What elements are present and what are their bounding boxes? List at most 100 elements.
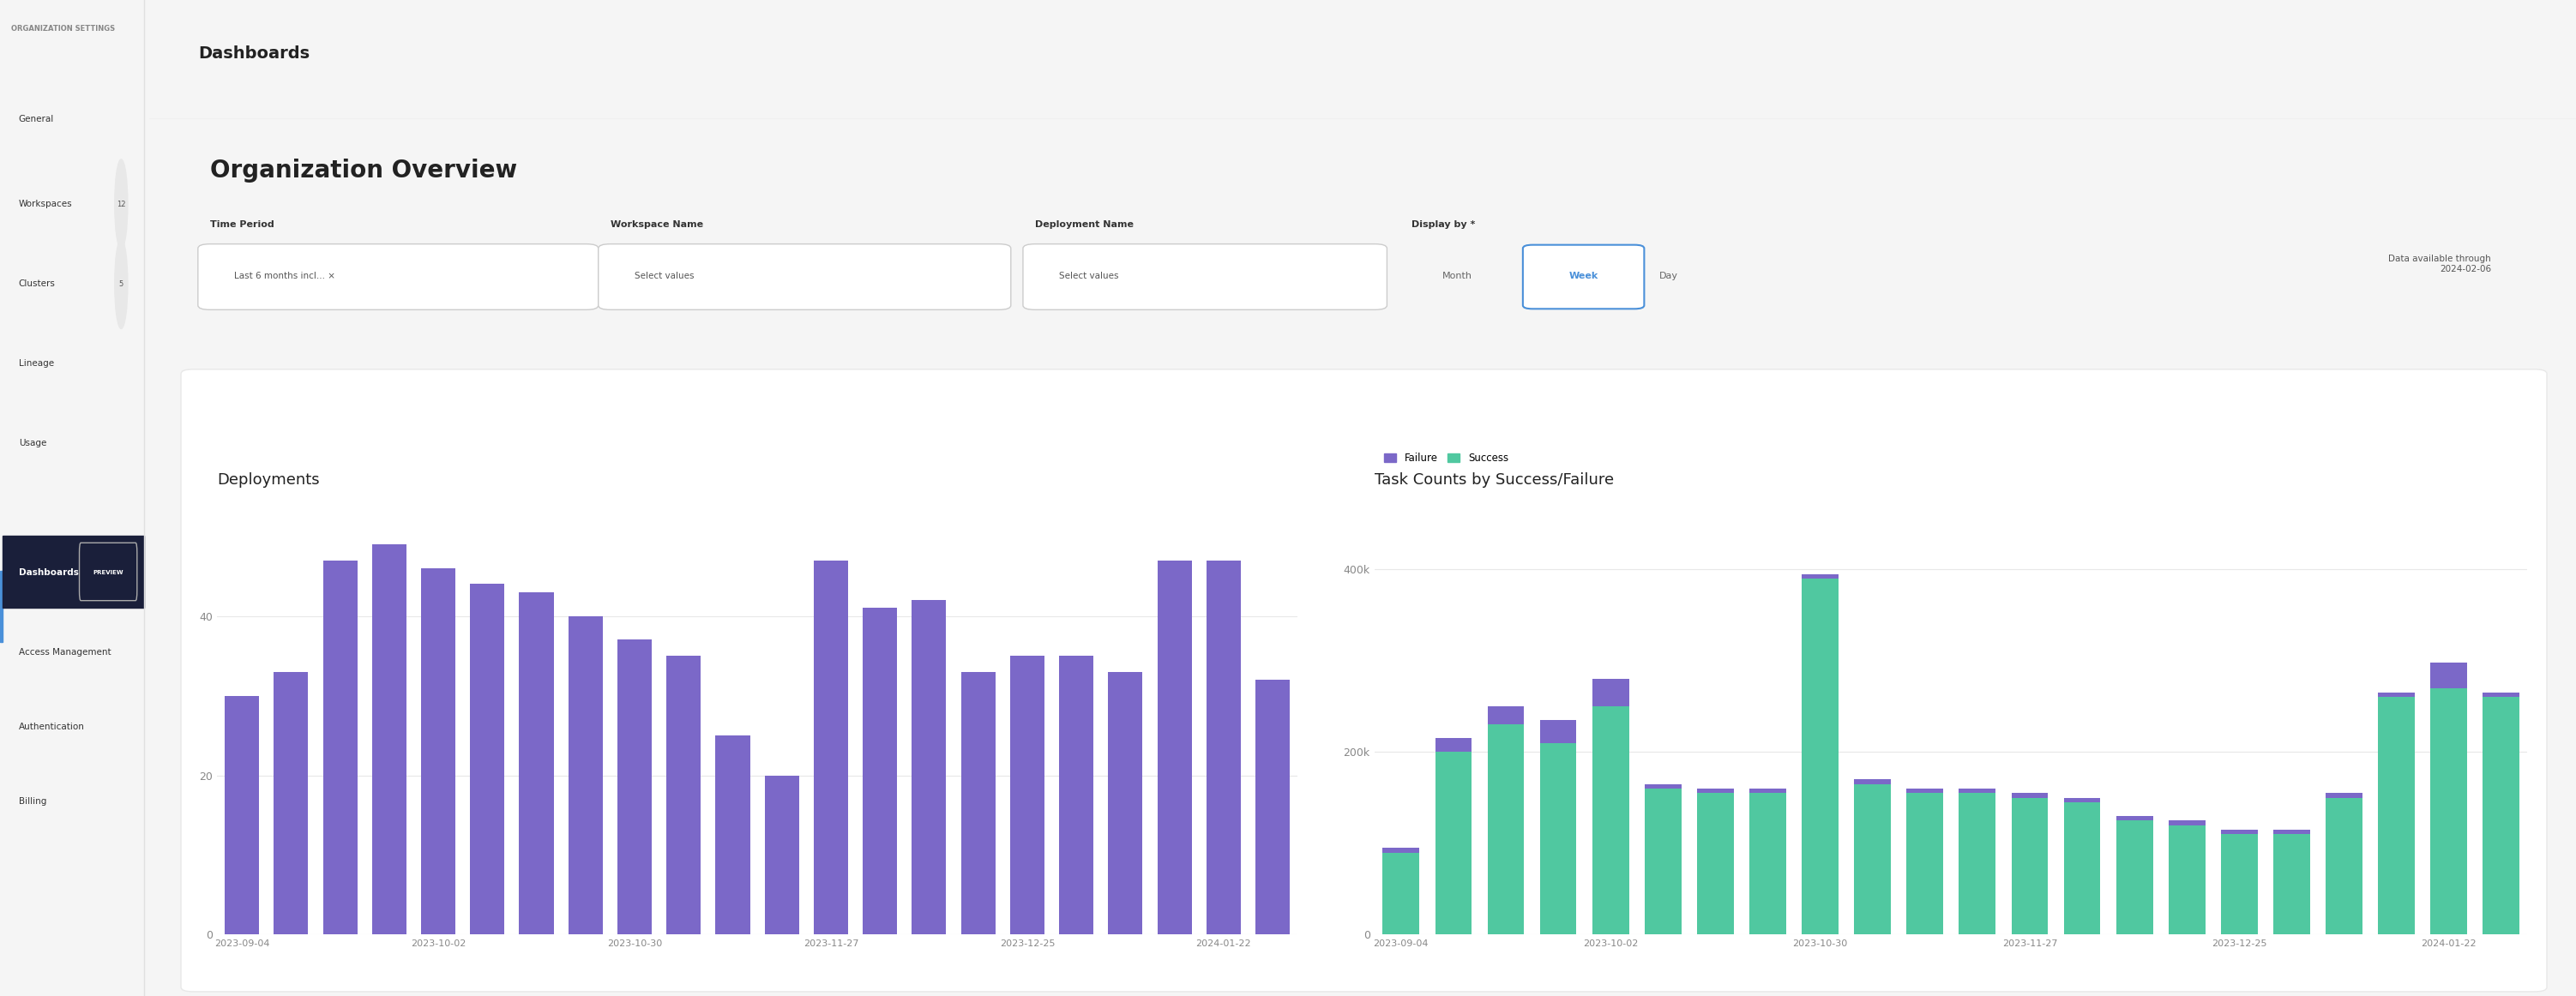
Circle shape [116, 159, 129, 249]
Bar [322, 560, 358, 934]
Bar [2012, 798, 2048, 934]
Text: Billing: Billing [18, 798, 46, 806]
Bar [1906, 789, 1942, 793]
Bar [2221, 830, 2257, 835]
Bar [2432, 688, 2468, 934]
Bar [2063, 798, 2099, 802]
FancyBboxPatch shape [80, 543, 137, 601]
Bar [1435, 738, 1471, 752]
Text: 5: 5 [118, 280, 124, 288]
Text: Week: Week [1569, 272, 1597, 281]
Bar [2012, 793, 2048, 798]
Bar [912, 600, 945, 934]
Bar [814, 560, 848, 934]
Bar [1206, 560, 1242, 934]
Bar [1592, 706, 1628, 934]
Text: Last 6 months incl... ×: Last 6 months incl... × [234, 272, 335, 281]
Bar [961, 671, 994, 934]
Text: Authentication: Authentication [18, 723, 85, 731]
Text: Select values: Select values [634, 272, 696, 281]
FancyBboxPatch shape [1522, 245, 1643, 309]
Bar [1435, 752, 1471, 934]
Bar [2221, 835, 2257, 934]
FancyBboxPatch shape [180, 370, 2548, 992]
Text: Display by *: Display by * [1412, 220, 1476, 229]
Text: ORGANIZATION SETTINGS: ORGANIZATION SETTINGS [10, 25, 116, 33]
Bar [2275, 830, 2311, 835]
Bar [1108, 671, 1144, 934]
Bar [1643, 789, 1682, 934]
Text: Organization Overview: Organization Overview [211, 159, 518, 183]
Text: Time Period: Time Period [211, 220, 273, 229]
Text: Dashboards: Dashboards [198, 46, 309, 62]
Bar [1592, 679, 1628, 706]
Bar [3, 536, 144, 608]
Bar [1540, 720, 1577, 743]
Bar [224, 695, 260, 934]
Bar [1059, 655, 1092, 934]
Bar [667, 655, 701, 934]
Legend: Failure, Success: Failure, Success [1381, 449, 1512, 468]
Bar [716, 735, 750, 934]
Bar [371, 544, 407, 934]
Bar [1855, 780, 1891, 784]
Bar [1958, 793, 1996, 934]
Bar [863, 608, 896, 934]
Text: Data available through
2024-02-06: Data available through 2024-02-06 [2388, 255, 2491, 273]
Text: Day: Day [1659, 272, 1677, 281]
Bar [2326, 793, 2362, 798]
Bar [1643, 784, 1682, 789]
Bar [1906, 793, 1942, 934]
Bar [1801, 574, 1839, 579]
Text: Lineage: Lineage [18, 360, 54, 368]
Text: Access Management: Access Management [18, 648, 111, 656]
Bar [2326, 798, 2362, 934]
Text: PREVIEW: PREVIEW [93, 570, 124, 576]
Bar [1540, 743, 1577, 934]
Bar [1958, 789, 1996, 793]
Text: Deployments: Deployments [216, 472, 319, 488]
Bar [1010, 655, 1043, 934]
Text: Dashboards: Dashboards [18, 569, 80, 577]
FancyBboxPatch shape [598, 244, 1010, 310]
Bar [2063, 802, 2099, 934]
Text: Task Counts by Success/Failure: Task Counts by Success/Failure [1376, 472, 1615, 488]
Bar [273, 671, 309, 934]
Bar [2117, 816, 2154, 821]
Text: Clusters: Clusters [18, 280, 57, 288]
Bar [1486, 706, 1525, 725]
Bar [1801, 579, 1839, 934]
Bar [1255, 679, 1291, 934]
Bar [765, 775, 799, 934]
Bar [618, 639, 652, 934]
Bar [1749, 793, 1785, 934]
Bar [420, 568, 456, 934]
Bar [2169, 825, 2205, 934]
FancyBboxPatch shape [198, 244, 598, 310]
Bar [520, 592, 554, 934]
Text: Deployment Name: Deployment Name [1036, 220, 1133, 229]
Bar [1383, 848, 1419, 853]
Bar [1855, 784, 1891, 934]
Bar [2378, 697, 2414, 934]
FancyBboxPatch shape [1023, 244, 1386, 310]
Bar [2432, 662, 2468, 688]
Bar [2169, 821, 2205, 825]
Circle shape [116, 239, 129, 329]
Text: General: General [18, 116, 54, 124]
Bar [2483, 692, 2519, 697]
Bar [2378, 692, 2414, 697]
Bar [471, 584, 505, 934]
Text: Month: Month [1443, 272, 1473, 281]
Bar [1383, 853, 1419, 934]
Bar [2117, 821, 2154, 934]
Bar [1698, 789, 1734, 793]
Bar [1698, 793, 1734, 934]
Bar [2483, 697, 2519, 934]
Bar [2275, 835, 2311, 934]
Text: 12: 12 [116, 200, 126, 208]
Bar [1749, 789, 1785, 793]
Text: Select values: Select values [1059, 272, 1118, 281]
Text: Workspaces: Workspaces [18, 200, 72, 208]
Text: Workspace Name: Workspace Name [611, 220, 703, 229]
